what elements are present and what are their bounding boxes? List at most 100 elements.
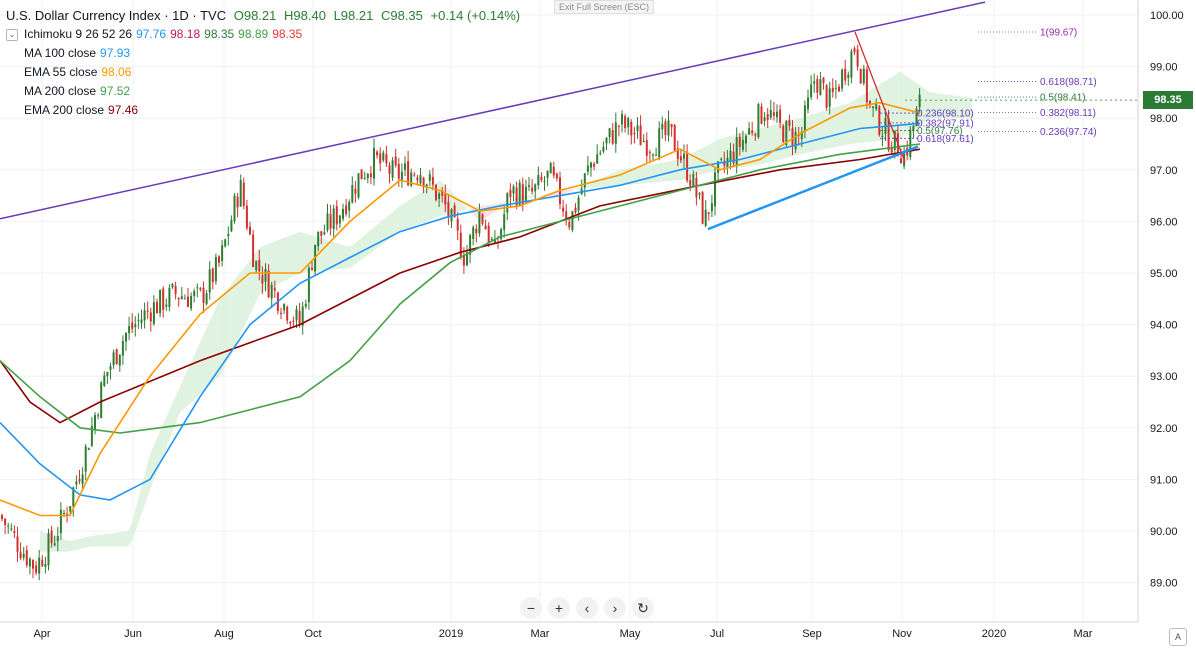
cloud-segment (108, 533, 112, 547)
chevron-down-icon[interactable]: ⌄ (6, 28, 18, 41)
cloud-segment (768, 125, 772, 163)
candle-body (94, 415, 96, 430)
moving-average-lines (0, 101, 921, 517)
cloud-segment (180, 377, 184, 413)
candle-body (121, 340, 124, 356)
time-tick-label: Jul (710, 628, 724, 640)
zoom-in-button[interactable]: + (548, 597, 570, 619)
indicator-row[interactable]: MA 200 close 97.52 (6, 82, 520, 101)
indicator-label: MA 200 close (24, 84, 97, 98)
candle-body (428, 174, 431, 181)
indicator-row[interactable]: EMA 200 close 97.46 (6, 101, 520, 120)
cloud-segment (148, 449, 152, 496)
exit-fullscreen-button[interactable]: Exit Full Screen (ESC) (554, 0, 655, 14)
candle-body (317, 231, 320, 247)
candle-body (441, 190, 444, 196)
candle-body (140, 319, 143, 324)
candle-body (459, 232, 462, 259)
candle-body (168, 287, 171, 308)
candle-body (326, 213, 329, 231)
reset-chart-button[interactable]: ↻ (632, 597, 654, 619)
candle-body (307, 267, 310, 303)
candle-body (391, 160, 394, 178)
indicator-value: 98.89 (238, 27, 269, 41)
zoom-out-button[interactable]: − (520, 597, 542, 619)
candle-body (779, 109, 782, 123)
candle-body (800, 131, 803, 140)
cloud-segment (352, 242, 356, 267)
indicator-row[interactable]: ⌄ Ichimoku 9 26 52 26 97.76 98.18 98.35 98.89… (6, 25, 520, 44)
candle-body (125, 333, 127, 342)
candle-body (388, 165, 391, 174)
candle-body (255, 261, 258, 271)
candle-body (633, 132, 636, 134)
cloud-segment (328, 240, 332, 271)
symbol-title[interactable]: U.S. Dollar Currency Index · 1D · TVC (6, 8, 227, 23)
candle-body (267, 270, 270, 298)
scroll-back-button[interactable]: ‹ (576, 597, 598, 619)
candle-body (348, 201, 351, 211)
candle-body (745, 135, 747, 144)
candle-body (714, 172, 716, 207)
candle-body (766, 113, 769, 121)
cloud-segment (44, 532, 48, 552)
scroll-forward-button[interactable]: › (604, 597, 626, 619)
cloud-segment (568, 189, 572, 193)
candle-body (81, 474, 84, 484)
candle-body (205, 293, 208, 305)
cloud-segment (356, 238, 360, 264)
cloud-segment (340, 244, 344, 269)
candle-body (283, 304, 286, 311)
candle-body (357, 173, 360, 198)
candle-body (214, 256, 217, 282)
indicator-row[interactable]: MA 100 close 97.93 (6, 44, 520, 63)
cloud-segment (160, 422, 164, 464)
candle-body (562, 207, 565, 212)
candle-body (376, 151, 379, 156)
indicator-row[interactable]: EMA 55 close 98.06 (6, 63, 520, 82)
candle-body (35, 565, 38, 573)
cloud-segment (836, 105, 840, 147)
cloud-segment (84, 536, 88, 549)
cloud-segment (656, 162, 660, 183)
candle-body (202, 287, 205, 303)
candle-body (44, 563, 47, 567)
candle-body (273, 287, 276, 291)
cloud-segment (528, 195, 532, 199)
candle-body (915, 108, 918, 127)
last-price-tag: 98.35 (1143, 91, 1193, 109)
candle-body (803, 105, 806, 131)
candle-body (611, 130, 614, 144)
cloud-segment (668, 160, 672, 182)
candle-body (515, 187, 518, 206)
candle-body (673, 125, 676, 151)
auto-scale-button[interactable]: A (1169, 628, 1187, 646)
indicator-value: 97.93 (100, 46, 131, 60)
candle-body (382, 152, 385, 161)
candle-body (270, 284, 273, 299)
candle-body (69, 506, 72, 512)
candle-body (419, 175, 422, 184)
candle-body (490, 239, 493, 241)
price-tick-label: 96.00 (1150, 216, 1178, 228)
candle-body (664, 121, 667, 136)
candle-body (115, 349, 118, 365)
indicator-value: 98.35 (204, 27, 235, 41)
candle-body (118, 354, 121, 366)
price-tick-label: 99.00 (1150, 62, 1178, 74)
candle-body (97, 415, 100, 417)
cloud-segment (212, 307, 216, 384)
candle-body (670, 124, 673, 128)
fib-level-label: 0.5(97.76) (917, 126, 963, 137)
price-tick-label: 97.00 (1150, 165, 1178, 177)
cloud-segment (508, 200, 512, 204)
candle-body (261, 275, 264, 284)
candle-body (171, 284, 174, 288)
cloud-segment (364, 232, 368, 258)
cloud-segment (956, 95, 960, 119)
cloud-segment (404, 200, 408, 231)
cloud-segment (128, 523, 132, 547)
candle-body (893, 130, 896, 150)
cloud-segment (200, 333, 204, 395)
cloud-segment (76, 538, 80, 551)
